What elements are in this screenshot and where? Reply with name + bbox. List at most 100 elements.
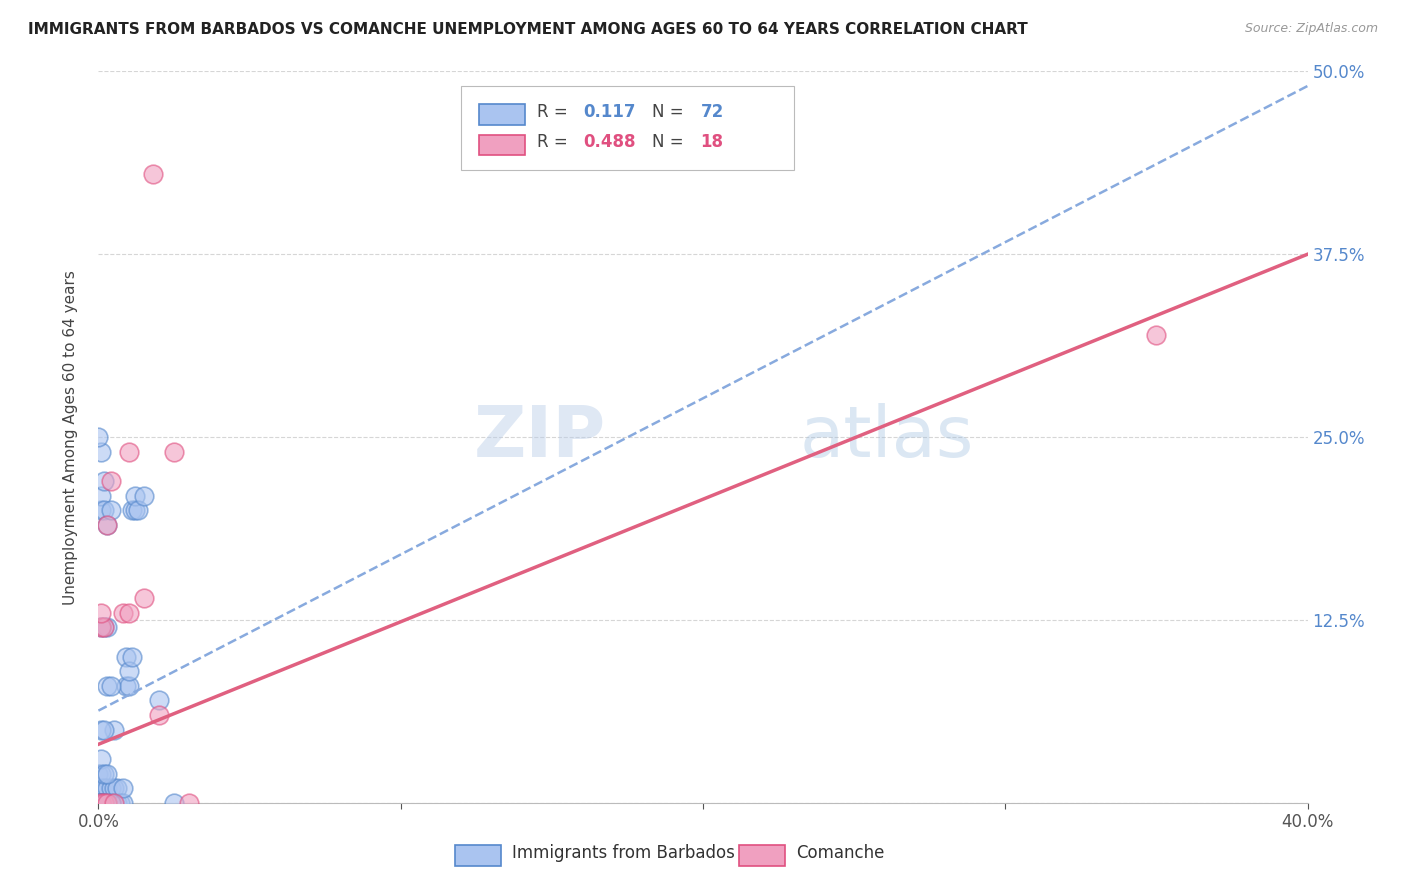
- Point: [96, 796, 118, 810]
- Point: [105, 796, 128, 810]
- Point: [132, 489, 155, 503]
- Point: [96, 781, 118, 796]
- Point: [96, 679, 118, 693]
- Point: [148, 708, 170, 723]
- Point: [179, 796, 201, 810]
- Point: [90, 503, 112, 517]
- Point: [93, 781, 115, 796]
- Point: [111, 796, 134, 810]
- Point: [111, 781, 134, 796]
- Text: R =: R =: [537, 133, 574, 152]
- Text: 0.117: 0.117: [583, 103, 636, 120]
- Point: [93, 503, 115, 517]
- Text: 0.488: 0.488: [583, 133, 636, 152]
- Point: [103, 796, 125, 810]
- Point: [93, 766, 115, 780]
- Point: [96, 796, 118, 810]
- Point: [90, 606, 112, 620]
- Point: [111, 606, 134, 620]
- Point: [96, 517, 118, 532]
- Point: [96, 766, 118, 780]
- Point: [100, 796, 122, 810]
- Point: [96, 517, 118, 532]
- Point: [96, 796, 118, 810]
- Text: Comanche: Comanche: [796, 844, 884, 862]
- Point: [103, 723, 125, 737]
- Text: Source: ZipAtlas.com: Source: ZipAtlas.com: [1244, 22, 1378, 36]
- Point: [87, 781, 110, 796]
- FancyBboxPatch shape: [456, 846, 501, 866]
- Point: [93, 620, 115, 634]
- FancyBboxPatch shape: [479, 104, 526, 125]
- FancyBboxPatch shape: [479, 135, 526, 155]
- Point: [90, 444, 112, 458]
- Point: [93, 796, 115, 810]
- Point: [124, 489, 146, 503]
- Point: [90, 796, 112, 810]
- Point: [90, 796, 112, 810]
- Point: [105, 781, 128, 796]
- Point: [121, 503, 143, 517]
- Point: [93, 796, 115, 810]
- Point: [90, 752, 112, 766]
- Point: [90, 620, 112, 634]
- Point: [114, 679, 136, 693]
- Point: [87, 796, 110, 810]
- FancyBboxPatch shape: [740, 846, 785, 866]
- Point: [90, 796, 112, 810]
- Text: 72: 72: [700, 103, 724, 120]
- Point: [93, 723, 115, 737]
- Point: [118, 606, 141, 620]
- Point: [90, 796, 112, 810]
- Point: [87, 766, 110, 780]
- Point: [93, 796, 115, 810]
- Point: [90, 620, 112, 634]
- Point: [100, 503, 122, 517]
- Point: [93, 796, 115, 810]
- Point: [90, 796, 112, 810]
- Point: [90, 796, 112, 810]
- Point: [142, 167, 165, 181]
- Point: [96, 796, 118, 810]
- Point: [87, 796, 110, 810]
- Point: [93, 620, 115, 634]
- Point: [90, 766, 112, 780]
- Text: 18: 18: [700, 133, 724, 152]
- Y-axis label: Unemployment Among Ages 60 to 64 years: Unemployment Among Ages 60 to 64 years: [63, 269, 77, 605]
- Point: [103, 781, 125, 796]
- Text: R =: R =: [537, 103, 574, 120]
- Point: [93, 796, 115, 810]
- Point: [93, 474, 115, 488]
- Text: N =: N =: [652, 133, 689, 152]
- FancyBboxPatch shape: [461, 86, 793, 170]
- Point: [87, 796, 110, 810]
- Point: [87, 796, 110, 810]
- Point: [100, 781, 122, 796]
- Point: [100, 474, 122, 488]
- Point: [87, 796, 110, 810]
- Point: [87, 796, 110, 810]
- Point: [90, 796, 112, 810]
- Point: [163, 444, 186, 458]
- Point: [127, 503, 149, 517]
- Point: [118, 444, 141, 458]
- Point: [90, 489, 112, 503]
- Point: [96, 620, 118, 634]
- Text: atlas: atlas: [800, 402, 974, 472]
- Point: [87, 781, 110, 796]
- Point: [118, 679, 141, 693]
- Point: [124, 503, 146, 517]
- Text: IMMIGRANTS FROM BARBADOS VS COMANCHE UNEMPLOYMENT AMONG AGES 60 TO 64 YEARS CORR: IMMIGRANTS FROM BARBADOS VS COMANCHE UNE…: [28, 22, 1028, 37]
- Point: [163, 796, 186, 810]
- Text: Immigrants from Barbados: Immigrants from Barbados: [512, 844, 735, 862]
- Point: [90, 796, 112, 810]
- Point: [132, 591, 155, 605]
- Point: [118, 664, 141, 678]
- Point: [114, 649, 136, 664]
- Text: ZIP: ZIP: [474, 402, 606, 472]
- Point: [100, 679, 122, 693]
- Point: [87, 430, 110, 444]
- Point: [1144, 327, 1167, 342]
- Point: [121, 649, 143, 664]
- Point: [108, 796, 131, 810]
